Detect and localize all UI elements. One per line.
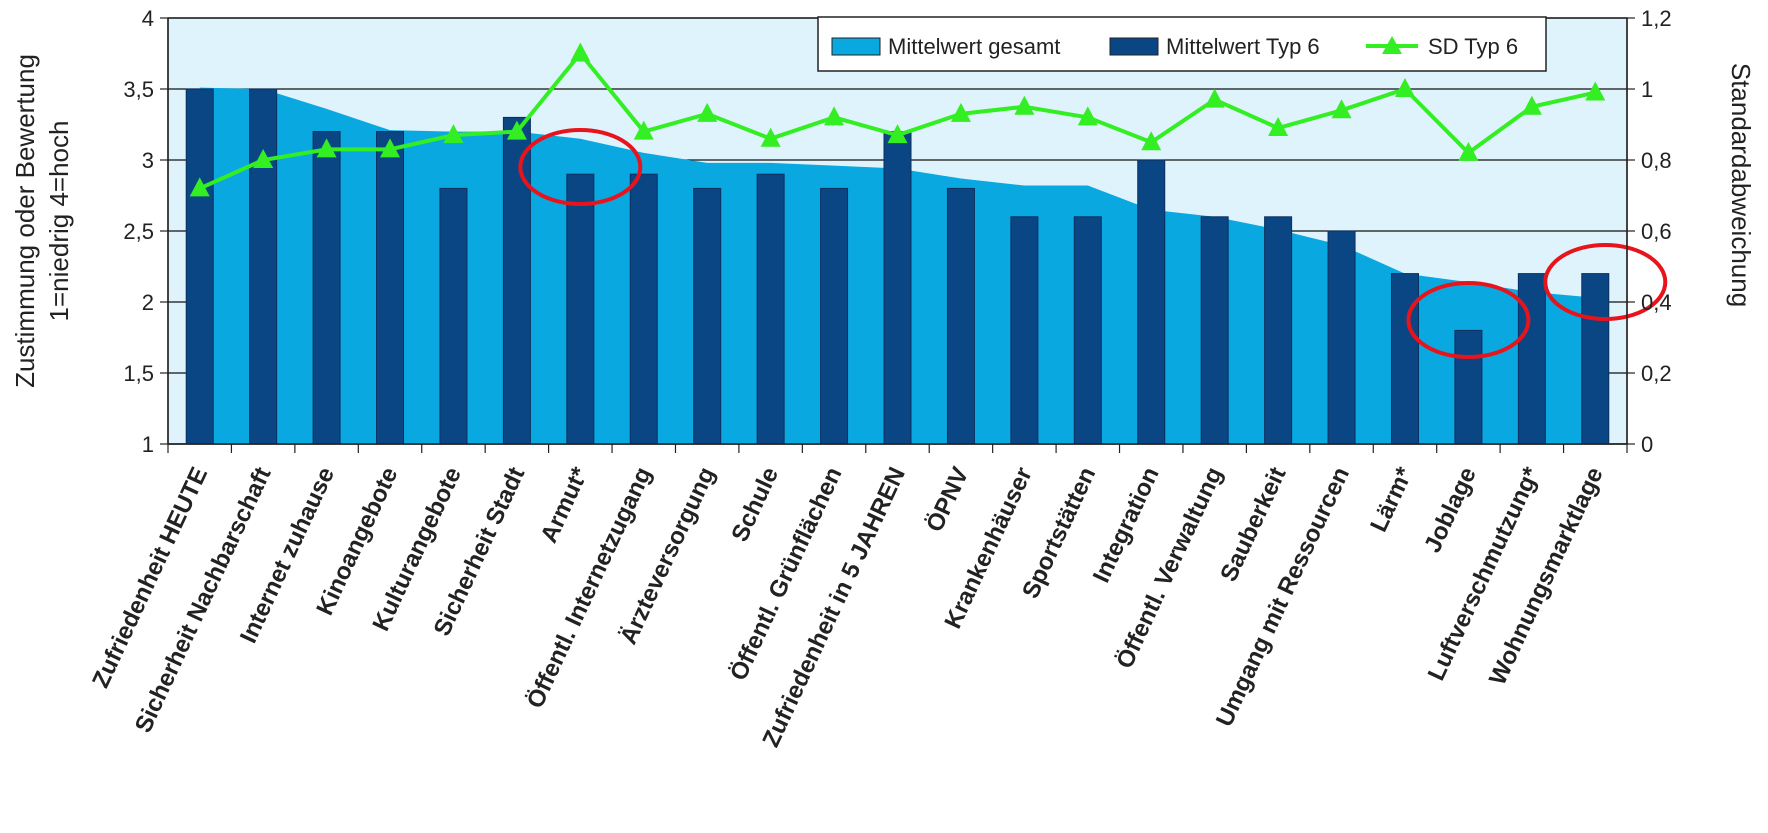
y-axis-tick-labels: 1 1,5 2 2,5 3 3,5 4 [123, 6, 154, 457]
sd-marker [1394, 78, 1415, 97]
y2-tick-label: 0 [1641, 432, 1653, 457]
category-label: Zufriedenheit HEUTE [87, 463, 213, 692]
bar-typ6 [1200, 216, 1229, 445]
y2-tick-label: 0,8 [1641, 148, 1672, 173]
sd-marker [443, 124, 464, 144]
category-label: Umgang mit Ressourcen [1211, 463, 1355, 731]
sd-marker [824, 106, 845, 126]
sd-marker [1077, 106, 1098, 126]
sd-marker [506, 120, 527, 140]
sd-marker [1585, 81, 1606, 101]
y-tick-label: 1 [142, 432, 154, 457]
legend-label-mittelwert-gesamt: Mittelwert gesamt [888, 34, 1060, 59]
bar-typ6 [1390, 273, 1419, 445]
y-tick-label: 4 [142, 6, 154, 31]
bar-series-mittelwert-typ6 [185, 88, 1610, 445]
bar-typ6 [1010, 216, 1039, 445]
legend-swatch-mittelwert-gesamt [831, 37, 881, 56]
sd-marker [1014, 95, 1035, 115]
bar-typ6 [249, 88, 278, 445]
bar-typ6 [756, 173, 785, 445]
y2-axis-tick-labels: 0 0,2 0,4 0,6 0,8 1 1,2 [1641, 6, 1672, 457]
sd-marker [380, 138, 401, 158]
category-label: Armut* [535, 463, 594, 548]
sd-marker [633, 120, 654, 140]
sd-marker [1458, 141, 1479, 161]
bar-typ6 [1137, 159, 1166, 445]
y2-tick-label: 0,6 [1641, 219, 1672, 244]
y-tick-label: 2 [142, 290, 154, 315]
bar-typ6 [439, 187, 468, 445]
y-axis-title-line-1: Zustimmung oder Bewertung [10, 54, 40, 388]
bar-typ6 [1581, 273, 1610, 445]
category-label: Sauberkeit [1215, 463, 1291, 586]
legend: Mittelwert gesamt Mittelwert Typ 6 SD Ty… [817, 16, 1547, 72]
axes [160, 17, 1635, 453]
y-tick-label: 1,5 [123, 361, 154, 386]
y2-tick-label: 0,2 [1641, 361, 1672, 386]
highlight-circle [1406, 281, 1531, 359]
category-label: Lärm* [1365, 463, 1418, 537]
sd-marker [570, 42, 591, 62]
bar-typ6 [185, 88, 214, 445]
highlight-circle [1543, 243, 1668, 321]
bar-typ6 [502, 116, 531, 445]
sd-marker [697, 102, 718, 122]
sd-marker [1204, 88, 1225, 108]
bar-typ6 [1454, 329, 1483, 445]
y-tick-label: 3,5 [123, 77, 154, 102]
sd-marker [760, 127, 781, 147]
category-label: Schule [726, 463, 784, 546]
sd-marker [1331, 99, 1352, 119]
bar-typ6 [376, 131, 405, 445]
legend-label-mittelwert-typ6: Mittelwert Typ 6 [1166, 34, 1320, 59]
category-label: ÖPNV [921, 463, 974, 536]
bar-typ6 [883, 131, 912, 445]
sd-marker [950, 102, 971, 122]
legend-swatch-mittelwert-typ6 [1109, 37, 1159, 56]
sd-marker [189, 177, 210, 197]
category-label: Integration [1088, 463, 1165, 587]
bar-typ6 [1327, 230, 1356, 445]
legend-label-sd-typ6: SD Typ 6 [1428, 34, 1518, 59]
highlight-circles [518, 128, 1668, 359]
category-label: Wohnungsmarktlage [1484, 463, 1609, 689]
bar-typ6 [1264, 216, 1293, 445]
y2-axis-title: Standardabweichung [1726, 63, 1756, 307]
sd-marker [1521, 95, 1542, 115]
y-axis-title-line-2: 1=niedrig 4=hoch [44, 121, 74, 322]
y2-tick-label: 0,4 [1641, 290, 1672, 315]
bar-typ6 [566, 173, 595, 445]
y-tick-label: 3 [142, 148, 154, 173]
category-label: Joblage [1419, 463, 1482, 557]
bar-typ6 [1517, 273, 1546, 445]
legend-box [817, 16, 1547, 72]
sd-marker [887, 124, 908, 144]
bar-typ6 [1073, 216, 1102, 445]
sd-marker [1268, 117, 1289, 137]
sd-marker [253, 149, 274, 168]
sd-marker [1141, 131, 1162, 151]
bar-typ6 [693, 187, 722, 445]
legend-marker-sd-typ6 [1382, 36, 1402, 54]
bar-typ6 [312, 131, 341, 445]
y2-tick-label: 1,2 [1641, 6, 1672, 31]
bar-typ6 [629, 173, 658, 445]
bar-typ6 [820, 187, 849, 445]
y-tick-label: 2,5 [123, 219, 154, 244]
line-markers [189, 42, 1606, 197]
category-label: Öffentl. Internetzugang [522, 463, 657, 712]
highlight-circle [518, 128, 643, 206]
sd-marker [316, 138, 337, 158]
y2-tick-label: 1 [1641, 77, 1653, 102]
bar-typ6 [946, 187, 975, 445]
